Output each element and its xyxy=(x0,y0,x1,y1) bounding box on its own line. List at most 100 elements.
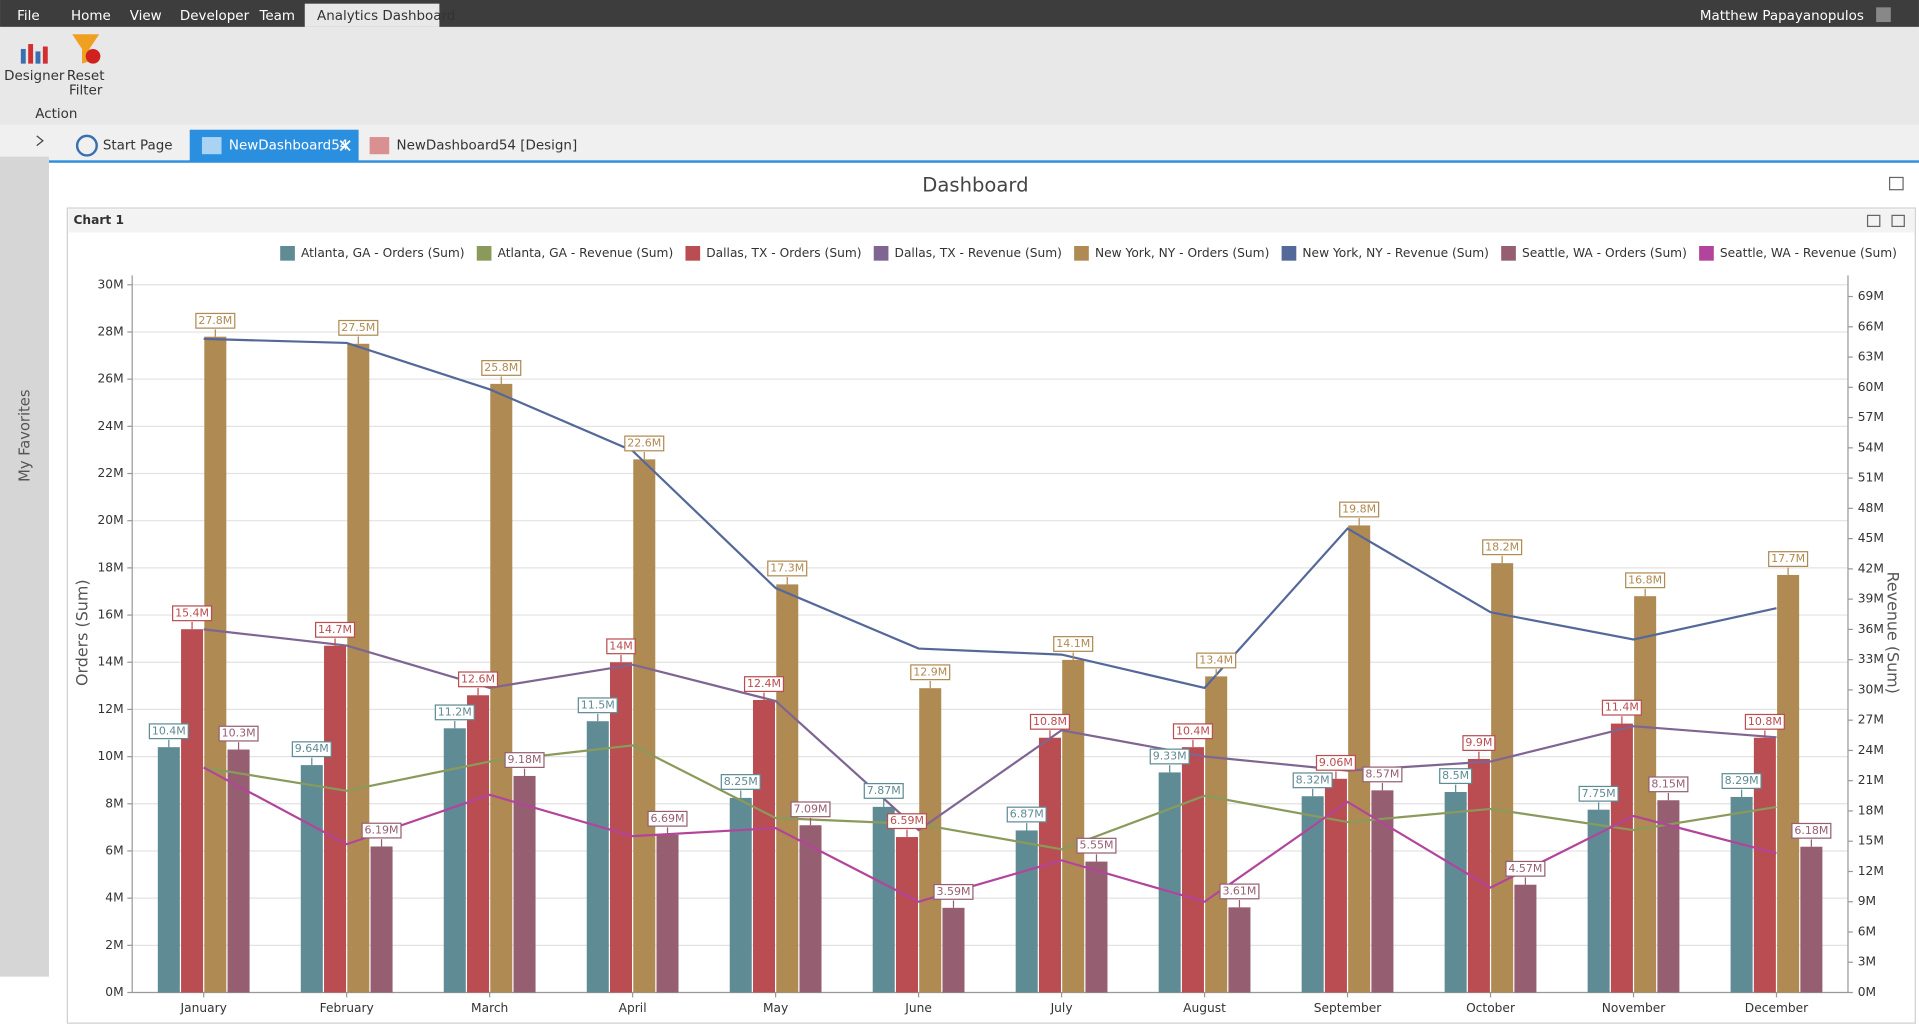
value-label: 25.8M xyxy=(484,361,518,374)
y-tick-label: 18M xyxy=(98,560,124,574)
value-label-box xyxy=(743,676,785,693)
tab[interactable]: NewDashboard54 xyxy=(229,139,348,154)
x-tick-label: June xyxy=(904,1001,932,1015)
value-label: 11.2M xyxy=(438,705,472,718)
y-axis-title: Orders (Sum) xyxy=(73,579,92,686)
legend-label: Dallas, TX - Revenue (Sum) xyxy=(895,246,1062,260)
y-tick-label: 16M xyxy=(98,608,124,622)
y-tick-label: 28M xyxy=(98,324,124,338)
y2-tick-label: 27M xyxy=(1858,713,1884,727)
menu-item[interactable]: Developer xyxy=(180,9,250,24)
menu-item[interactable]: File xyxy=(17,9,40,24)
value-label: 27.5M xyxy=(341,321,375,334)
menu-item[interactable]: View xyxy=(130,9,162,24)
ribbon xyxy=(0,26,1919,125)
y2-tick-label: 57M xyxy=(1858,410,1884,424)
bar xyxy=(1038,737,1061,993)
x-tick-label: March xyxy=(471,1001,508,1015)
value-label-box xyxy=(624,435,665,452)
bar xyxy=(490,383,513,993)
bar xyxy=(204,336,227,993)
y-tick-label: 24M xyxy=(98,419,124,433)
value-label: 14M xyxy=(609,639,633,652)
y2-tick-label: 18M xyxy=(1858,803,1884,817)
value-label-box xyxy=(1462,735,1496,752)
legend-swatch xyxy=(1281,245,1297,261)
bar xyxy=(467,695,490,993)
x-tick-label: November xyxy=(1602,1001,1667,1015)
tab-close[interactable] xyxy=(339,140,351,152)
value-label: 6.69M xyxy=(651,812,685,825)
value-label: 4.57M xyxy=(1508,862,1542,875)
value-label-box xyxy=(1505,860,1546,877)
bar xyxy=(157,747,180,993)
bar xyxy=(1205,676,1228,993)
value-label-box xyxy=(1149,748,1190,765)
value-label-box xyxy=(720,774,761,790)
value-label: 9.9M xyxy=(1465,736,1492,749)
ribbon-button[interactable]: Designer xyxy=(4,69,65,84)
ribbon-button[interactable]: Reset xyxy=(67,69,105,84)
value-label: 3.61M xyxy=(1222,884,1256,897)
reset-filter-icon[interactable] xyxy=(72,34,101,64)
value-label-box xyxy=(1791,822,1832,839)
value-label-box xyxy=(577,697,618,714)
value-label: 17.7M xyxy=(1771,552,1805,565)
menu-item[interactable]: Analytics Dashboard xyxy=(317,9,455,24)
value-label-box xyxy=(910,664,951,681)
menu-item[interactable]: Home xyxy=(71,9,111,24)
value-label: 8.57M xyxy=(1365,767,1399,780)
value-label-box xyxy=(457,671,499,688)
menu-item[interactable]: Team xyxy=(258,9,295,24)
value-label-box xyxy=(1053,636,1094,652)
bar xyxy=(347,343,370,993)
designer-icon[interactable] xyxy=(20,44,48,64)
user-name[interactable]: Matthew Papayanopulos xyxy=(1700,9,1864,24)
y2-tick-label: 45M xyxy=(1858,531,1884,545)
user-avatar[interactable] xyxy=(1876,7,1891,23)
export-button[interactable] xyxy=(1866,214,1881,228)
active-menu-tab[interactable] xyxy=(304,3,440,27)
value-label: 18.2M xyxy=(1485,540,1519,553)
bar xyxy=(1587,809,1610,993)
bar xyxy=(729,797,752,993)
sidebar-label[interactable]: My Favorites xyxy=(17,390,34,482)
value-label: 7.09M xyxy=(794,802,828,815)
tab[interactable]: Start Page xyxy=(103,139,173,154)
legend-label: Seattle, WA - Revenue (Sum) xyxy=(1720,246,1897,260)
tab-underline xyxy=(0,160,1919,163)
value-label-box xyxy=(1076,837,1117,854)
y2-tick-label: 6M xyxy=(1858,924,1876,938)
value-label-box xyxy=(1648,776,1689,793)
tab-icon xyxy=(75,134,98,157)
value-label-box xyxy=(1721,773,1762,789)
bar xyxy=(1657,800,1680,993)
ribbon-button[interactable]: Filter xyxy=(69,84,103,99)
y2-tick-label: 21M xyxy=(1858,773,1884,787)
legend-label: Dallas, TX - Orders (Sum) xyxy=(706,246,861,260)
y-tick-label: 2M xyxy=(105,938,123,952)
sidebar-toggle[interactable] xyxy=(36,135,44,147)
legend-swatch xyxy=(1699,245,1714,261)
tab-icon xyxy=(201,137,222,155)
value-label: 14.7M xyxy=(318,623,352,636)
value-label: 6.59M xyxy=(890,814,924,827)
value-label-box xyxy=(647,810,688,827)
bar xyxy=(1228,907,1251,993)
y-tick-label: 22M xyxy=(98,466,124,480)
value-label: 14.1M xyxy=(1056,637,1090,650)
legend-label: Atlanta, GA - Revenue (Sum) xyxy=(498,246,674,260)
sidebar[interactable] xyxy=(0,156,49,977)
bar xyxy=(776,584,799,993)
y-tick-label: 0M xyxy=(105,985,123,999)
y2-tick-label: 69M xyxy=(1858,289,1884,303)
tab[interactable]: NewDashboard54 [Design] xyxy=(397,139,578,154)
value-label-box xyxy=(933,883,974,900)
value-label-box xyxy=(148,723,189,740)
value-label: 8.29M xyxy=(1725,774,1759,787)
dashboard-export[interactable] xyxy=(1888,176,1904,191)
value-label: 16.8M xyxy=(1628,573,1662,586)
maximize-button[interactable] xyxy=(1891,214,1905,228)
bar xyxy=(513,775,536,993)
value-label-box xyxy=(1339,501,1380,518)
